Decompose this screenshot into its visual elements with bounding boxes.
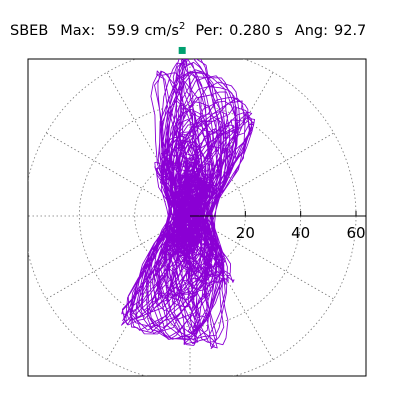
period-label: Per: [195, 23, 223, 39]
particle-motion-trace [121, 59, 256, 349]
max-value: 59.9 [107, 23, 139, 39]
radial-tick-label: 20 [236, 224, 255, 242]
period-value: 0.280 s [229, 23, 283, 39]
max-label: Max: [60, 23, 95, 39]
max-amplitude-marker [178, 46, 186, 54]
radial-tick-label: 40 [291, 224, 310, 242]
radial-tick-label: 60 [346, 224, 365, 242]
angle-label: Ang: [295, 23, 328, 39]
header-line: SBEB Max: 59.9 cm/s2 Per: 0.280 s Ang: 92.7 [10, 21, 366, 39]
radial-axis: 20 40 60 [190, 211, 366, 242]
station-name: SBEB [10, 23, 48, 39]
max-unit: cm/s [144, 23, 179, 39]
trace-layer [121, 59, 256, 349]
angle-value: 92.7 [334, 23, 366, 39]
max-unit-exponent: 2 [179, 21, 185, 32]
